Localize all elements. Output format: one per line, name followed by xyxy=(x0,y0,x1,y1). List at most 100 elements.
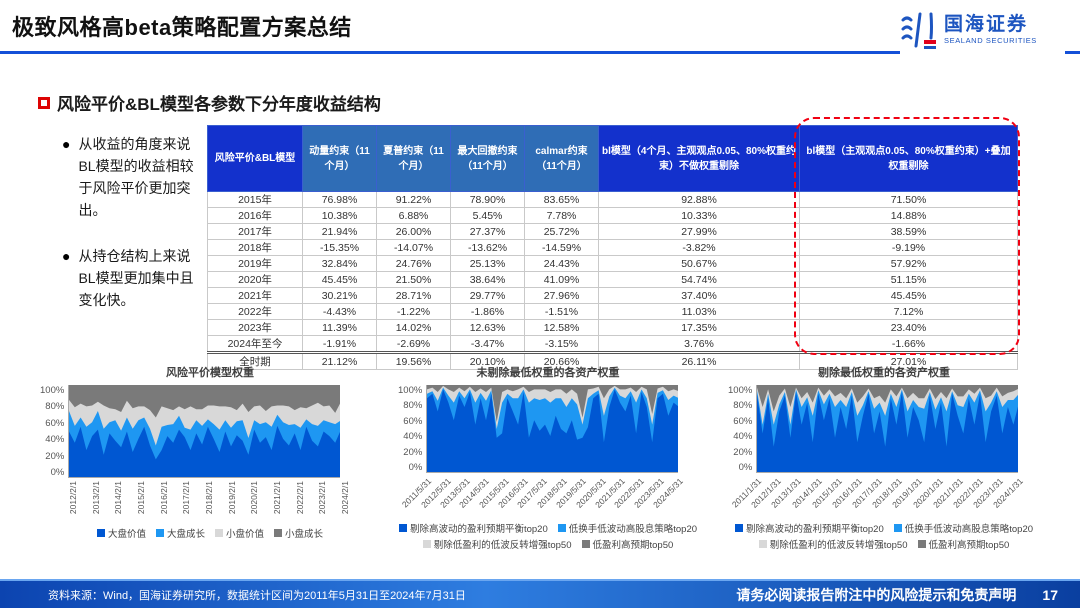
table-cell: 38.59% xyxy=(799,223,1018,240)
legend-label: 剔除低盈利的低波反转增强top50 xyxy=(769,540,908,551)
y-axis-label: 0% xyxy=(738,461,753,473)
y-axis-label: 100% xyxy=(398,385,423,396)
legend-label: 小盘成长 xyxy=(285,529,324,540)
table-row: 2020年 45.45% 21.50% 38.64% 41.09% 54.74% 51.15… xyxy=(207,271,1018,288)
y-axis-label: 40% xyxy=(45,434,65,446)
table-cell: 32.84% xyxy=(302,255,377,272)
bullet-text: 从收益的角度来说BL模型的收益相较于风险平价更加突出。 xyxy=(78,136,194,218)
y-axis-label: 0% xyxy=(408,461,423,473)
table-row: 2018年 -15.35% -14.07% -13.62% -14.59% -3.82% -… xyxy=(207,239,1018,256)
x-axis-label: 2023/2/1 xyxy=(317,481,328,515)
table-cell: -13.62% xyxy=(450,239,525,256)
legend-item: 剔除低盈利的低波反转增强top50 xyxy=(422,537,572,551)
legend-swatch-icon xyxy=(917,540,926,548)
y-axis-label: 60% xyxy=(733,415,753,427)
table-cell: 21.12% xyxy=(302,351,377,370)
x-axis-label: 2022/2/1 xyxy=(294,481,305,515)
legend-swatch-icon xyxy=(215,529,223,537)
legend-item: 小盘成长 xyxy=(274,526,323,540)
bullet-dot-icon: ● xyxy=(62,136,71,152)
table-cell: 20.10% xyxy=(450,351,525,370)
x-axis-label: 2016/2/1 xyxy=(158,481,169,515)
section-heading: 风险平价&BL模型各参数下分年度收益结构 xyxy=(38,90,381,115)
table-cell: 11.03% xyxy=(598,303,800,320)
x-axis-label: 2017/2/1 xyxy=(181,481,192,515)
bullet-item: ● 从收益的角度来说BL模型的收益相较于风险平价更加突出。 xyxy=(62,133,194,221)
table-row: 2023年 11.39% 14.02% 12.63% 12.58% 17.35% 23.40… xyxy=(207,319,1018,336)
logo-cn-text: 国海证券 xyxy=(944,14,1029,36)
y-axis-label: 80% xyxy=(733,400,753,412)
legend-label: 低换手低波动高股息策略top20 xyxy=(568,524,698,535)
table-cell: 45.45% xyxy=(799,287,1018,304)
bullet-text: 从持仓结构上来说BL模型更加集中且变化快。 xyxy=(78,248,194,308)
legend-item: 低换手低波动高股息策略top20 xyxy=(893,521,1033,535)
y-axis: 100% 80% 60% 40% 20% 0% xyxy=(728,385,756,473)
table-cell: 14.02% xyxy=(376,319,451,336)
chart-plot xyxy=(68,385,341,478)
table-row: 2017年 21.94% 26.00% 27.37% 25.72% 27.99% 38.59… xyxy=(207,223,1018,240)
table-cell: -1.86% xyxy=(450,303,525,320)
x-axis-label: 2013/2/1 xyxy=(90,481,101,515)
y-axis-label: 80% xyxy=(403,400,423,412)
chart-plot xyxy=(426,385,679,473)
table-cell: 24.43% xyxy=(524,255,599,272)
legend-label: 大盘成长 xyxy=(166,529,205,540)
table-cell: 20.66% xyxy=(524,351,599,370)
y-axis: 100% 80% 60% 40% 20% 0% xyxy=(398,385,426,473)
legend: 剔除高波动的盈利预期平衡top20 低换手低波动高股息策略top20 剔除低盈利的低… xyxy=(398,521,698,551)
footer: 资料来源：Wind，国海证券研究所，数据统计区间为2011年5月31日至2024… xyxy=(0,579,1080,608)
x-axis-label: 2018/2/1 xyxy=(204,481,214,515)
table-cell: -14.59% xyxy=(524,239,599,256)
table-cell: -3.47% xyxy=(450,335,525,353)
table-cell: 2024年至今 xyxy=(207,335,303,353)
table-cell: 51.15% xyxy=(799,271,1018,288)
x-axis-label: 2020/2/1 xyxy=(249,481,260,515)
chart-risk-parity-weights: 风险平价模型权重 100% 80% 60% 40% 20% 0% 2012/2/1 2013/2… xyxy=(40,364,380,540)
chart-weights-no-removal: 未剔除最低权重的各资产权重 100% 80% 60% 40% 20% 0% 2011/5/31… xyxy=(398,364,698,551)
table-cell: 12.63% xyxy=(450,319,525,336)
table-cell: 2016年 xyxy=(207,207,303,224)
legend-item: 低盈利高预期top50 xyxy=(917,537,1009,551)
table-header-cell: calmar约束（11个月） xyxy=(524,125,599,192)
table-cell: 7.78% xyxy=(524,207,599,224)
table-cell: 76.98% xyxy=(302,191,377,208)
x-axis: 2011/5/31 2012/5/31 2013/5/31 2014/5/31 2015… xyxy=(400,473,685,521)
table-cell: 23.40% xyxy=(799,319,1018,336)
table-row: 2024年至今 -1.91% -2.69% -3.47% -3.15% 3.76% -1.6… xyxy=(207,335,1018,353)
x-axis-label: 2015/2/1 xyxy=(136,481,146,515)
table-header-cell: 动量约束（11个月） xyxy=(302,125,377,192)
table-cell: 25.13% xyxy=(450,255,525,272)
table-header: 风险平价&BL模型 动量约束（11个月） 夏普约束（11个月） 最大回撤约束（11个月… xyxy=(207,125,1018,192)
page-title: 极致风格高beta策略配置方案总结 xyxy=(12,15,352,40)
y-axis-label: 40% xyxy=(733,431,753,443)
red-square-icon xyxy=(38,96,50,109)
x-axis-label: 2014/2/1 xyxy=(113,481,124,515)
legend-swatch-icon xyxy=(274,529,283,537)
table-cell: 27.96% xyxy=(524,287,599,304)
table-cell: 26.00% xyxy=(376,223,451,240)
legend-swatch-icon xyxy=(557,524,566,532)
table-cell: 27.37% xyxy=(450,223,525,240)
legend-swatch-icon xyxy=(893,524,902,532)
table-cell: 2017年 xyxy=(207,223,303,240)
legend-swatch-icon xyxy=(734,524,743,532)
table-cell: -3.15% xyxy=(524,335,599,353)
bullet-dot-icon: ● xyxy=(62,248,71,264)
table-cell: 7.12% xyxy=(799,303,1018,320)
title-underline xyxy=(0,51,1080,54)
table-body: 2015年 76.98% 91.22% 78.90% 83.65% 92.88% 71.50… xyxy=(207,191,1018,370)
returns-table-wrap: 风险平价&BL模型 动量约束（11个月） 夏普约束（11个月） 最大回撤约束（11个月… xyxy=(207,125,1018,370)
legend-label: 剔除高波动的盈利预期平衡top20 xyxy=(409,524,548,535)
table-cell: 6.88% xyxy=(376,207,451,224)
x-axis-label: 2019/2/1 xyxy=(226,481,237,515)
table-cell: 14.88% xyxy=(799,207,1018,224)
table-cell: -1.66% xyxy=(799,335,1018,353)
table-header-cell: bl模型（主观观点0.05、80%权重约束）+叠加权重剔除 xyxy=(799,125,1018,192)
table-cell: 2018年 xyxy=(207,239,303,256)
logo: 国海证券 SEALAND SECURITIES xyxy=(900,6,1065,54)
table-row: 全时期 21.12% 19.56% 20.10% 20.66% 26.11% 27.01% xyxy=(207,351,1018,370)
legend-item: 低盈利高预期top50 xyxy=(581,537,673,551)
table-cell: -3.82% xyxy=(598,239,800,256)
legend-item: 大盘价值 xyxy=(96,526,146,540)
logo-en-text: SEALAND SECURITIES xyxy=(944,35,1037,45)
